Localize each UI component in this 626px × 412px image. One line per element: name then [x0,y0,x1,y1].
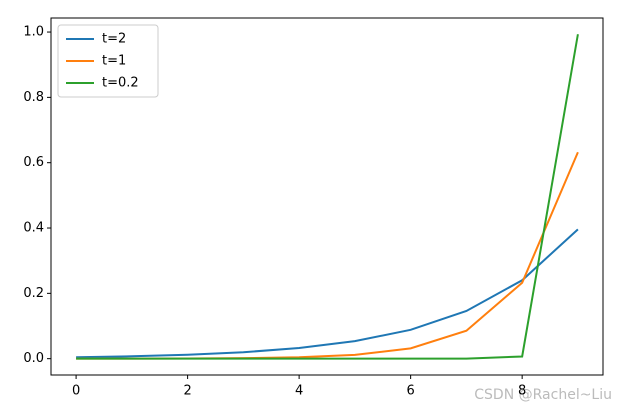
y-tick-label: 0.8 [23,90,44,105]
watermark: CSDN @Rachel~Liu [474,387,612,403]
legend-label: t=0.2 [102,76,139,91]
legend-label: t=2 [102,32,126,47]
y-tick-label: 0.4 [23,221,44,236]
x-tick-label: 0 [72,384,80,399]
line-series [76,151,579,360]
y-tick-label: 0.0 [23,351,44,366]
y-tick-label: 0.6 [23,155,44,170]
y-tick-label: 0.2 [23,286,44,301]
legend-box [57,24,159,98]
x-tick-label: 6 [406,384,414,399]
y-tick-label: 1.0 [23,25,44,40]
x-tick-label: 8 [518,384,526,399]
x-tick-label: 4 [295,384,303,399]
axes-frame [50,17,604,376]
x-tick-label: 2 [183,384,191,399]
legend-label: t=1 [102,54,126,69]
line-series [76,228,579,359]
line-series [76,34,579,360]
